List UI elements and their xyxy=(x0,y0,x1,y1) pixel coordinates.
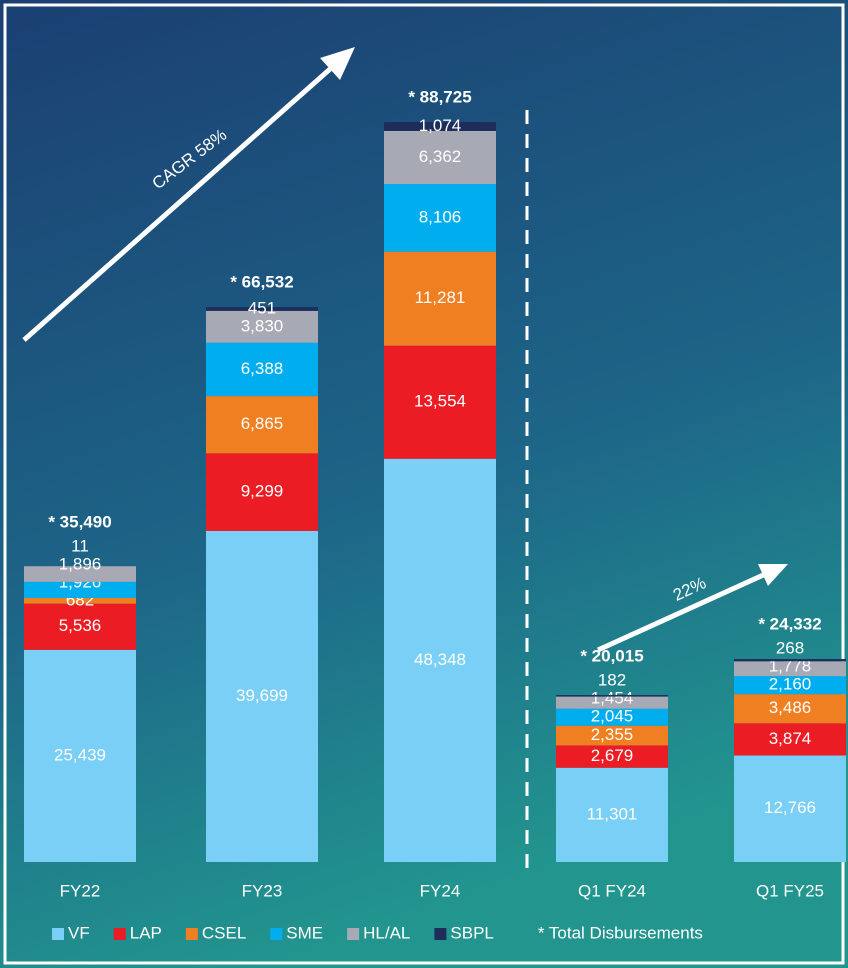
value-label: 11 xyxy=(71,536,89,555)
value-label: 6,865 xyxy=(241,414,284,433)
value-label: 1,454 xyxy=(591,689,634,708)
total-label: * 88,725 xyxy=(408,87,471,106)
value-label: 6,362 xyxy=(419,147,462,166)
legend-label: CSEL xyxy=(202,923,246,942)
x-tick-label: Q1 FY24 xyxy=(578,881,646,900)
legend-label: VF xyxy=(68,923,90,942)
value-label: 11,301 xyxy=(587,804,638,823)
value-label: 48,348 xyxy=(414,650,466,669)
legend-swatch xyxy=(270,928,282,940)
x-tick-label: FY24 xyxy=(420,881,461,900)
bar-segment xyxy=(734,659,846,661)
value-label: 11,281 xyxy=(415,288,466,307)
total-label: * 35,490 xyxy=(48,512,111,531)
legend-swatch xyxy=(114,928,126,940)
chart: CAGR 58% 22% 25,4395,5366821,9261,89611*… xyxy=(0,0,848,968)
legend-label: HL/AL xyxy=(363,923,410,942)
total-label: * 66,532 xyxy=(230,273,293,292)
value-label: 3,874 xyxy=(769,729,812,748)
value-label: 25,439 xyxy=(54,745,106,764)
page: {"chart_data": { "type": "stacked_bar", … xyxy=(0,0,848,968)
legend-swatch xyxy=(434,928,446,940)
legend-label: SME xyxy=(286,923,323,942)
legend-label: SBPL xyxy=(450,923,493,942)
value-label: 8,106 xyxy=(419,207,462,226)
legend-label: LAP xyxy=(130,923,162,942)
value-label: 6,388 xyxy=(241,359,284,378)
total-label: * 20,015 xyxy=(580,647,643,666)
x-tick-label: Q1 FY25 xyxy=(756,881,824,900)
legend-total: * Total Disbursements xyxy=(538,923,703,942)
value-label: 2,679 xyxy=(591,746,634,765)
value-label: 5,536 xyxy=(59,616,102,635)
legend-swatch xyxy=(186,928,198,940)
bar-segment xyxy=(556,695,668,697)
legend-swatch xyxy=(347,928,359,940)
value-label: 3,830 xyxy=(241,316,284,335)
value-label: 12,766 xyxy=(764,798,816,817)
value-label: 9,299 xyxy=(241,482,284,501)
value-label: 1,074 xyxy=(419,116,462,135)
value-label: 1,896 xyxy=(59,554,102,573)
x-tick-label: FY22 xyxy=(60,881,101,900)
value-label: 451 xyxy=(248,298,276,317)
value-label: 2,045 xyxy=(591,707,634,726)
value-label: 2,355 xyxy=(591,725,634,744)
value-label: 2,160 xyxy=(769,675,812,694)
value-label: 39,699 xyxy=(236,686,288,705)
value-label: 13,554 xyxy=(414,392,466,411)
total-label: * 24,332 xyxy=(758,615,821,634)
value-label: 268 xyxy=(776,639,804,658)
value-label: 182 xyxy=(598,671,626,690)
legend-swatch xyxy=(52,928,64,940)
value-label: 3,486 xyxy=(769,698,812,717)
x-tick-label: FY23 xyxy=(242,881,283,900)
